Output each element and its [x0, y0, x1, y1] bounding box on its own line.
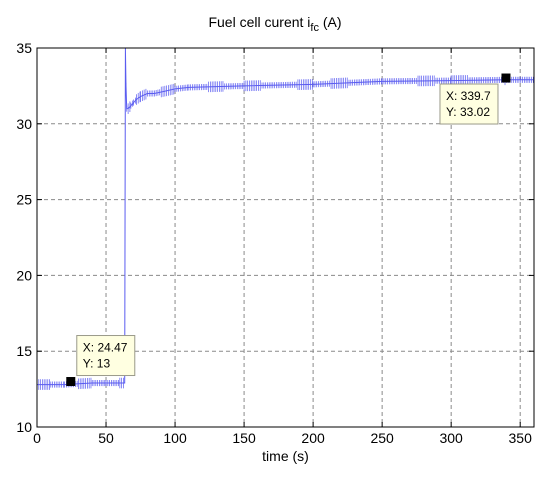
datatip-x-text: X: 24.47: [83, 341, 128, 355]
y-tick-label: 15: [16, 343, 32, 359]
chart-title-subscript: fc: [310, 22, 319, 34]
datatip-marker: [66, 377, 76, 387]
x-tick-label: 200: [301, 430, 325, 446]
x-tick-label: 100: [163, 430, 187, 446]
x-tick-label: 150: [232, 430, 256, 446]
y-tick-label: 10: [16, 419, 32, 435]
ticks: 0 50 100 150 200 250 300 350 10 15 20 25 30 35: [16, 40, 534, 446]
x-tick-label: 250: [370, 430, 394, 446]
y-tick-label: 30: [16, 116, 32, 132]
chart-title-suffix: (A): [318, 14, 342, 30]
x-tick-label: 0: [33, 430, 41, 446]
datatip-box: [76, 335, 136, 377]
x-tick-label: 300: [439, 430, 463, 446]
x-axis-label: time (s): [262, 448, 309, 464]
datatips: X: 24.47 Y: 13 X: 339.7 Y: 33.02: [66, 73, 511, 387]
datatip-x-text: X: 339.7: [446, 89, 491, 103]
chart-title: Fuel cell curent ifc (A): [0, 14, 550, 34]
datatip-y-text: Y: 33.02: [446, 105, 490, 119]
axes-frame: [36, 47, 535, 428]
chart-title-main: Fuel cell curent i: [208, 14, 311, 30]
y-tick-label: 35: [16, 40, 32, 56]
datatip-y-text: Y: 13: [83, 357, 111, 371]
x-tick-label: 350: [509, 430, 533, 446]
datatip-marker: [501, 73, 511, 83]
y-tick-label: 25: [16, 192, 32, 208]
datatip-box: [439, 83, 499, 125]
y-tick-label: 20: [16, 267, 32, 283]
x-tick-label: 50: [98, 430, 114, 446]
